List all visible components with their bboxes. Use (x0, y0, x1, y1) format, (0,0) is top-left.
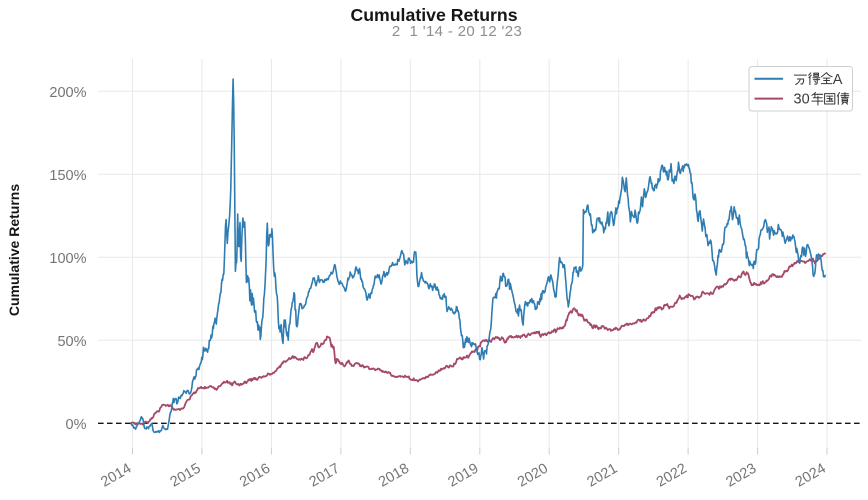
svg-text:2 1 '14 - 20 12 '23: 2 1 '14 - 20 12 '23 (392, 23, 522, 40)
svg-text:50%: 50% (57, 334, 86, 350)
svg-text:Cumulative Returns: Cumulative Returns (6, 184, 22, 316)
svg-text:100%: 100% (49, 251, 86, 267)
svg-text:Cumulative Returns: Cumulative Returns (350, 5, 517, 25)
svg-text:200%: 200% (49, 85, 86, 101)
svg-text:A: A (833, 72, 843, 88)
svg-text:30: 30 (794, 92, 810, 108)
svg-text:0%: 0% (66, 417, 87, 433)
svg-text:150%: 150% (49, 168, 86, 184)
